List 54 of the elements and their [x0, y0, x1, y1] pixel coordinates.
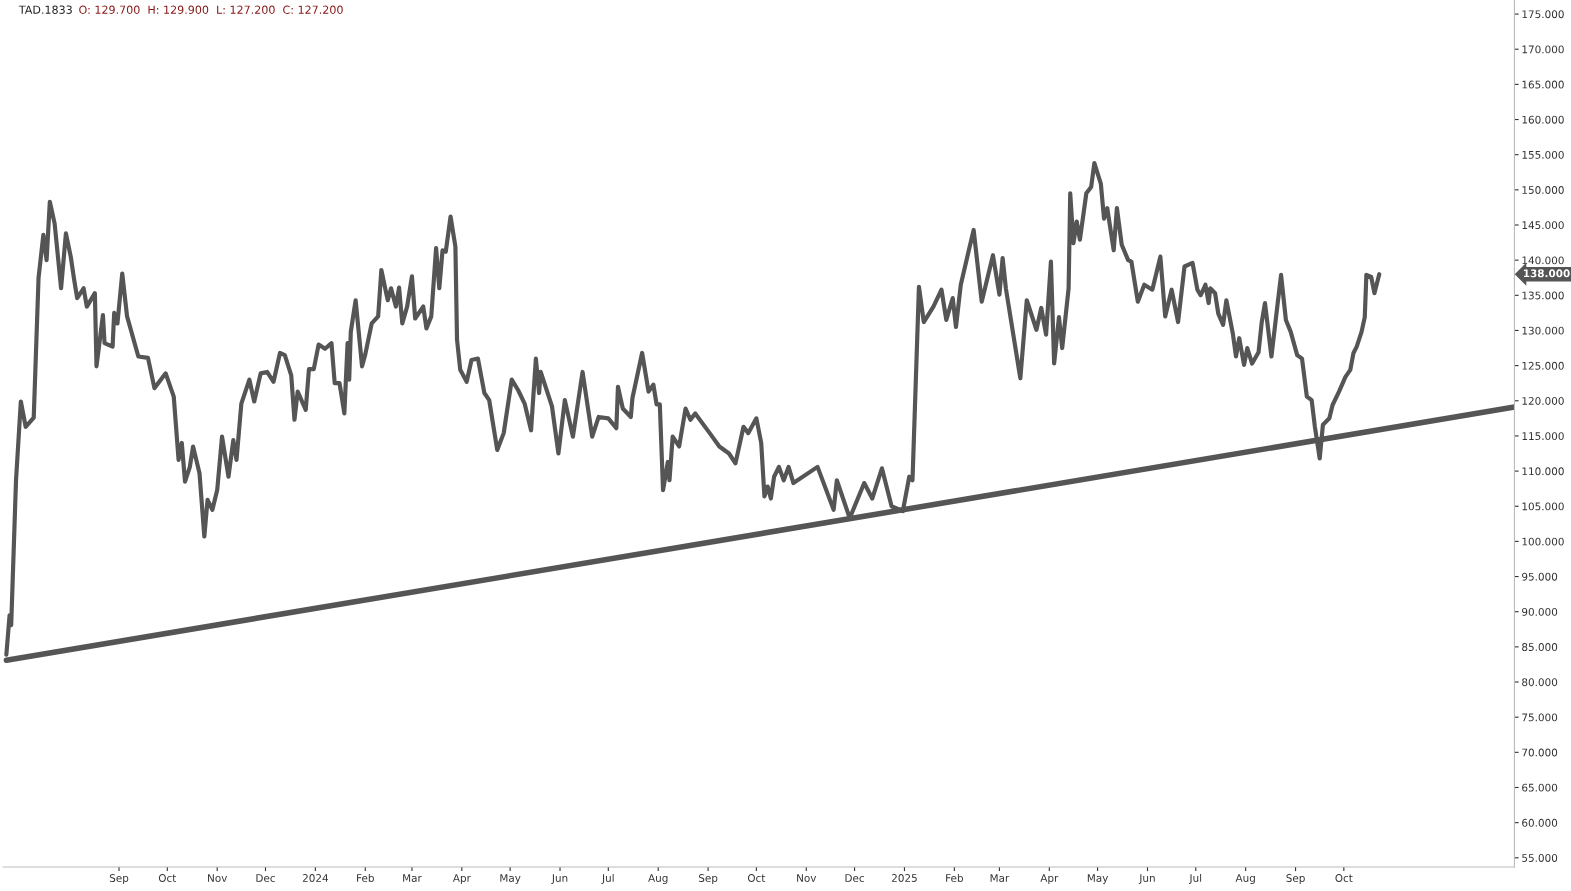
y-tick-label: 140.000 — [1522, 256, 1564, 265]
x-tick-label: May — [500, 874, 521, 884]
y-tick-label: 155.000 — [1522, 150, 1564, 159]
y-tick-label: 105.000 — [1522, 502, 1564, 511]
y-tick-label: 175.000 — [1522, 10, 1564, 19]
x-tick-label: Sep — [698, 874, 718, 884]
x-tick-label: Dec — [256, 874, 275, 882]
y-tick-label: 85.000 — [1522, 643, 1558, 651]
x-tick-label: Nov — [797, 874, 817, 882]
y-tick-label: 160.000 — [1522, 115, 1564, 124]
y-tick-label: 95.000 — [1522, 572, 1558, 581]
x-tick-label: Aug — [1235, 874, 1255, 884]
y-tick-label: 130.000 — [1522, 326, 1564, 335]
y-tick-label: 115.000 — [1522, 432, 1564, 441]
x-tick-label: Oct — [1335, 874, 1353, 882]
y-tick-label: 125.000 — [1522, 361, 1564, 370]
x-tick-label: Feb — [357, 873, 374, 882]
x-tick-label: Jul — [601, 873, 614, 884]
text: 138.000 — [1523, 269, 1570, 278]
y-tick-label: 135.000 — [1522, 291, 1564, 300]
y-tick-label: 100.000 — [1522, 537, 1564, 546]
y-tick-label: 65.000 — [1522, 783, 1558, 792]
x-tick-label: 2025 — [891, 874, 917, 882]
y-tick-label: 70.000 — [1522, 748, 1558, 757]
x-tick-label: May — [1087, 874, 1109, 884]
x-tick-label: Mar — [403, 874, 422, 882]
x-tick-label: Apr — [1040, 874, 1059, 884]
x-tick-label: Sep — [1286, 874, 1305, 884]
y-tick-label: 55.000 — [1522, 854, 1558, 862]
y-tick-label: 150.000 — [1522, 186, 1564, 194]
chart-title: TAD.1833 — [18, 5, 72, 14]
x-tick-label: Jun — [551, 874, 568, 884]
x-tick-label: Jul — [1188, 873, 1202, 884]
x-tick-label: Apr — [452, 874, 471, 884]
y-tick-label: 80.000 — [1522, 678, 1558, 687]
y-tick-label: 75.000 — [1522, 713, 1558, 722]
x-tick-label: Mar — [990, 874, 1010, 882]
y-tick-label: 170.000 — [1522, 45, 1564, 54]
x-tick-label: 2024 — [302, 874, 329, 882]
x-tick-label: Dec — [845, 874, 864, 882]
x-tick-label: Oct — [747, 874, 766, 882]
x-tick-label: Aug — [648, 874, 668, 884]
y-tick-label: 90.000 — [1522, 607, 1558, 616]
x-tick-label: Jun — [1138, 874, 1155, 884]
y-tick-label: 145.000 — [1522, 221, 1564, 230]
y-tick-label: 120.000 — [1522, 397, 1564, 405]
y-tick-label: 165.000 — [1522, 80, 1564, 89]
chart-subtitle: O: 129.700 H: 129.900 L: 127.200 C: 127.200 — [79, 5, 343, 14]
x-tick-label: Oct — [158, 874, 177, 882]
y-tick-label: 60.000 — [1522, 818, 1558, 827]
x-tick-label: Nov — [208, 874, 228, 882]
y-tick-label: 110.000 — [1522, 467, 1564, 476]
x-tick-label: Feb — [946, 873, 963, 882]
x-tick-label: Sep — [109, 874, 129, 884]
